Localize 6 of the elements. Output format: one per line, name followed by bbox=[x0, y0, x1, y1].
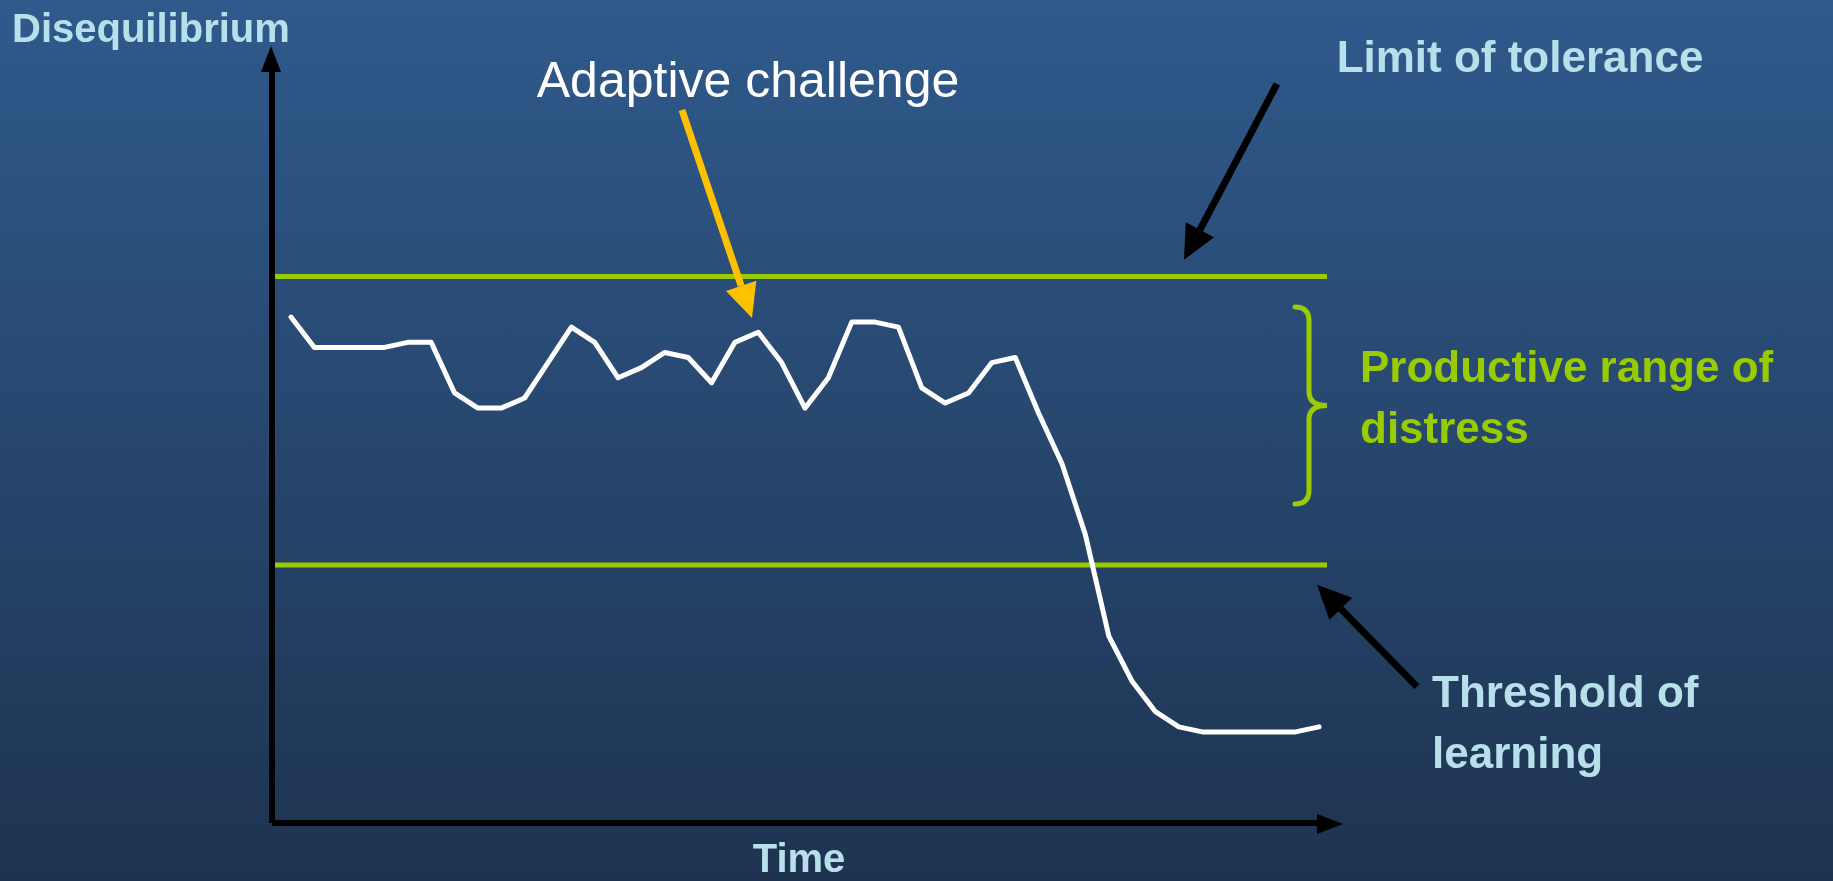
text: Adaptive challenge bbox=[536, 52, 960, 108]
text: Limit of tolerance bbox=[1336, 31, 1704, 81]
text: Threshold of learning bbox=[1432, 665, 1700, 779]
text: Productive range of distress bbox=[1360, 340, 1775, 454]
x-axis-title: Time bbox=[751, 836, 847, 881]
text: Disequilibrium bbox=[12, 6, 290, 50]
